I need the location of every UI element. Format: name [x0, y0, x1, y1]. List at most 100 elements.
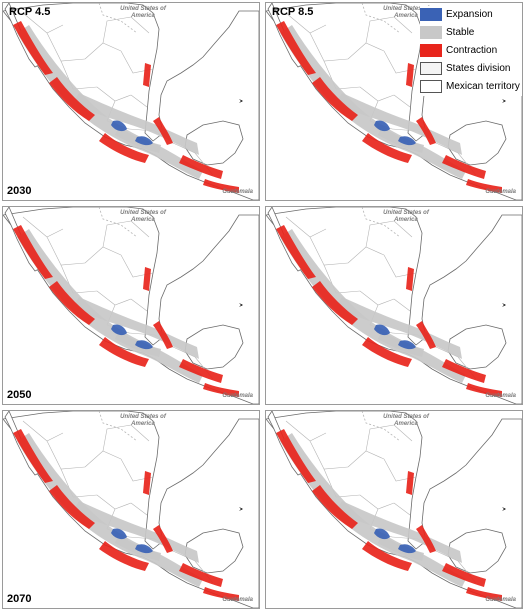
legend-swatch	[420, 62, 442, 75]
range-contraction	[203, 587, 239, 601]
us-border	[98, 207, 138, 238]
legend-item-contraction: Contraction	[420, 42, 522, 59]
year-label: 2050	[7, 389, 32, 401]
legend-label: Expansion	[446, 9, 493, 20]
state-boundary	[393, 502, 411, 516]
state-boundary	[130, 502, 148, 516]
us-border	[98, 3, 138, 34]
range-contraction	[49, 281, 95, 325]
range-contraction	[179, 563, 223, 587]
range-contraction	[179, 359, 223, 383]
state-boundary	[130, 16, 150, 34]
island-marker	[239, 99, 243, 103]
yucatan-peninsula	[447, 120, 507, 166]
range-expansion	[374, 120, 390, 132]
us-border	[361, 207, 401, 238]
range-expansion	[398, 544, 416, 554]
legend-item-stable: Stable	[420, 24, 522, 41]
map-panel-rcp45-2050: United States of America Guatemala 2050	[2, 206, 260, 405]
island-marker	[502, 303, 506, 307]
mexico-map	[3, 207, 259, 404]
legend-item-expansion: Expansion	[420, 6, 522, 23]
range-contraction	[99, 133, 149, 163]
range-contraction	[13, 21, 53, 75]
range-contraction	[99, 541, 149, 571]
range-contraction	[13, 429, 53, 483]
map-legend: Expansion Stable Contraction States divi…	[420, 6, 522, 96]
guatemala-label: Guatemala	[222, 189, 253, 195]
us-border	[361, 411, 401, 442]
usa-label: United States of America	[383, 6, 429, 19]
mexico-map	[266, 207, 522, 404]
guatemala-label: Guatemala	[222, 393, 253, 399]
yucatan-peninsula	[447, 528, 507, 574]
state-boundary	[393, 16, 413, 34]
legend-swatch	[420, 8, 442, 21]
island-marker	[239, 303, 243, 307]
range-contraction	[49, 77, 95, 121]
range-contraction	[466, 383, 502, 397]
map-panel-rcp45-2030: RCP 4.5 United States of America Guatema…	[2, 2, 260, 201]
legend-label: Stable	[446, 27, 475, 38]
range-expansion	[374, 528, 390, 540]
legend-label: Mexican territory	[446, 81, 520, 92]
state-boundary	[102, 16, 132, 44]
range-contraction	[406, 471, 414, 495]
range-contraction	[312, 77, 358, 121]
range-contraction	[406, 267, 414, 291]
map-panel-rcp85-2050: United States of America Guatemala	[265, 206, 523, 405]
legend-swatch	[420, 44, 442, 57]
range-contraction	[143, 63, 151, 87]
state-boundary	[102, 424, 132, 452]
usa-label: United States of America	[383, 210, 429, 223]
legend-swatch	[420, 26, 442, 39]
range-contraction	[49, 485, 95, 529]
yucatan-peninsula	[184, 324, 244, 370]
usa-label: United States of America	[120, 414, 166, 427]
legend-swatch	[420, 80, 442, 93]
range-contraction	[466, 587, 502, 601]
guatemala-label: Guatemala	[485, 189, 516, 195]
island-marker	[239, 507, 243, 511]
range-expansion	[374, 324, 390, 336]
island-marker	[502, 507, 506, 511]
state-boundary	[130, 94, 148, 108]
year-label: 2030	[7, 185, 32, 197]
state-boundary	[130, 424, 150, 442]
mexico-map	[3, 3, 259, 200]
us-border	[98, 411, 138, 442]
range-contraction	[276, 225, 316, 279]
state-boundary	[130, 220, 150, 238]
yucatan-peninsula	[447, 324, 507, 370]
range-expansion	[135, 340, 153, 350]
guatemala-label: Guatemala	[222, 597, 253, 603]
range-expansion	[111, 120, 127, 132]
state-boundary	[102, 220, 132, 248]
scenario-label: RCP 4.5	[9, 6, 51, 18]
range-expansion	[135, 544, 153, 554]
island-marker	[502, 99, 506, 103]
range-contraction	[362, 133, 412, 163]
range-contraction	[442, 563, 486, 587]
range-contraction	[466, 179, 502, 193]
range-contraction	[406, 63, 414, 87]
us-border	[361, 3, 401, 34]
range-contraction	[442, 155, 486, 179]
yucatan-peninsula	[184, 528, 244, 574]
range-contraction	[416, 117, 436, 145]
mexico-map	[266, 411, 522, 608]
state-boundary	[365, 424, 395, 452]
range-contraction	[153, 525, 173, 553]
legend-label: Contraction	[446, 45, 498, 56]
guatemala-label: Guatemala	[485, 393, 516, 399]
scenario-label: RCP 8.5	[272, 6, 314, 18]
range-contraction	[99, 337, 149, 367]
range-expansion	[135, 136, 153, 146]
range-contraction	[362, 541, 412, 571]
state-boundary	[365, 220, 395, 248]
range-contraction	[276, 21, 316, 75]
legend-label: States division	[446, 63, 511, 74]
usa-label: United States of America	[383, 414, 429, 427]
mexico-map	[3, 411, 259, 608]
range-contraction	[179, 155, 223, 179]
